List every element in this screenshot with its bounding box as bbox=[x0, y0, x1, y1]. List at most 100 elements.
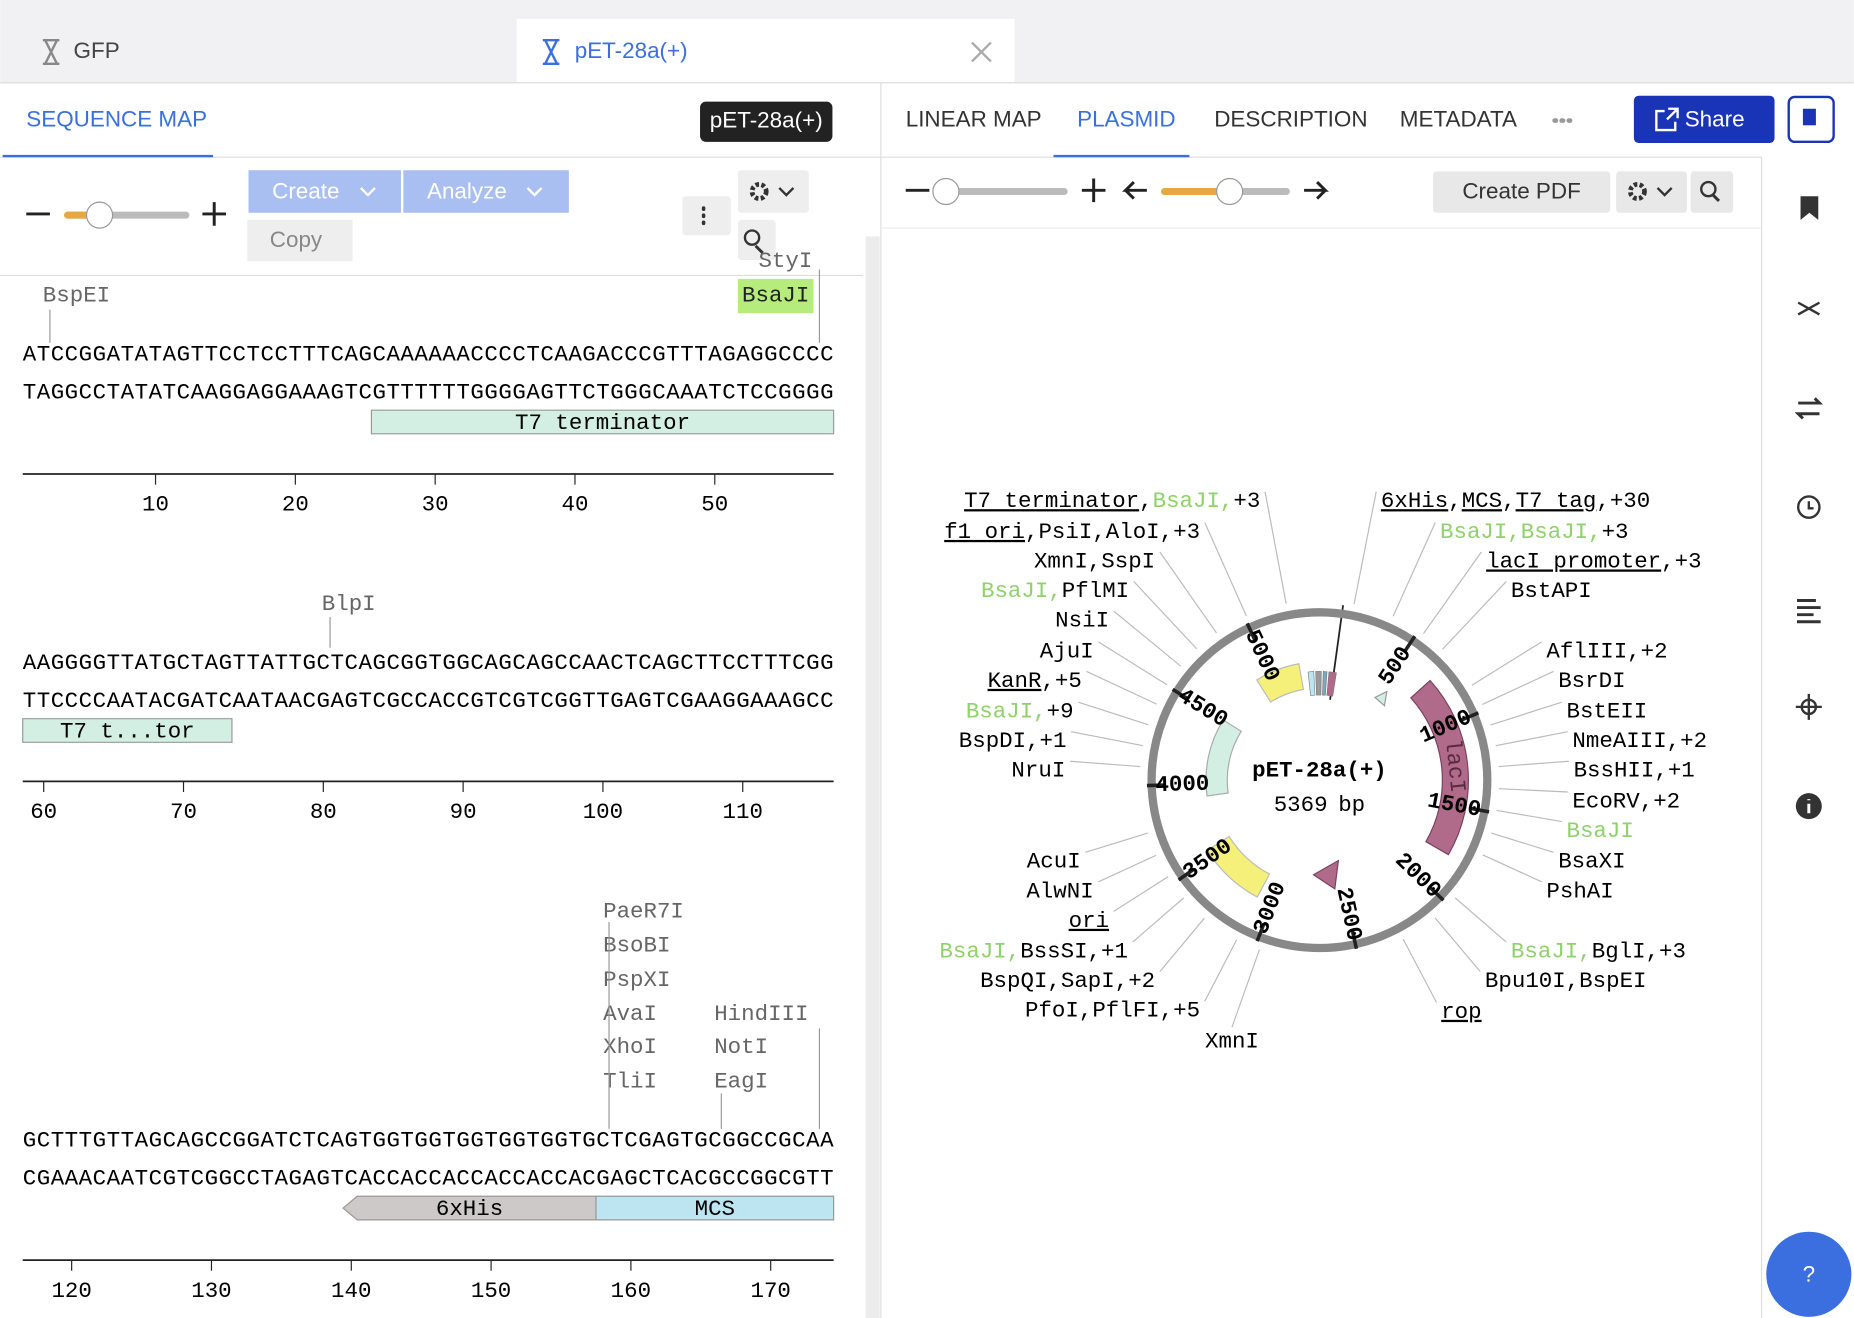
label-segment[interactable]: EcoRV,+2 bbox=[1572, 788, 1680, 814]
label-segment[interactable]: f1 ori bbox=[944, 519, 1025, 545]
feature[interactable] bbox=[1255, 663, 1305, 703]
label-segment[interactable]: AlwNI bbox=[1026, 878, 1093, 904]
map-label[interactable]: BsaJI,+9 bbox=[966, 699, 1074, 725]
label-segment[interactable]: , bbox=[1139, 488, 1152, 514]
help-label[interactable]: ? bbox=[1803, 1261, 1815, 1286]
enzyme-label[interactable]: EagI bbox=[714, 1069, 768, 1095]
map-label[interactable]: PfoI,PflFI,+5 bbox=[1025, 998, 1200, 1024]
label-segment[interactable]: BsaJI, bbox=[939, 938, 1020, 964]
pdf-button[interactable] bbox=[1432, 171, 1611, 213]
pdf-label[interactable]: Create PDF bbox=[1462, 179, 1580, 204]
enzyme-label[interactable]: BsoBI bbox=[603, 933, 670, 959]
map-label[interactable]: T7 terminator,BsaJI,+3 bbox=[964, 488, 1260, 514]
panel-tab[interactable]: METADATA bbox=[1400, 107, 1517, 132]
map-label[interactable]: f1 ori,PsiI,AloI,+3 bbox=[944, 519, 1200, 545]
panel-tab[interactable]: DESCRIPTION bbox=[1214, 107, 1367, 132]
map-label[interactable]: rop bbox=[1441, 999, 1481, 1025]
label-segment[interactable]: ,PsiI,AloI,+3 bbox=[1025, 519, 1200, 545]
label-segment[interactable]: rop bbox=[1441, 999, 1481, 1025]
map-label[interactable]: AflIII,+2 bbox=[1546, 638, 1667, 664]
map-label[interactable]: BsaJI bbox=[1566, 818, 1633, 844]
help-button[interactable] bbox=[1766, 1231, 1852, 1317]
map-label[interactable]: BspDI,+1 bbox=[959, 728, 1067, 754]
label-segment[interactable]: lacI promoter bbox=[1486, 548, 1661, 574]
label-segment[interactable]: NruI bbox=[1011, 758, 1065, 784]
feature[interactable] bbox=[1373, 690, 1388, 707]
feature[interactable] bbox=[1206, 835, 1271, 898]
label-segment[interactable]: ,+30 bbox=[1596, 488, 1650, 514]
label-segment[interactable]: BstEII bbox=[1566, 699, 1647, 725]
feature[interactable] bbox=[1326, 671, 1337, 697]
map-label[interactable]: BsaJI,BssSI,+1 bbox=[939, 938, 1128, 964]
label-segment[interactable]: BsrDI bbox=[1558, 668, 1625, 694]
scrollbar[interactable] bbox=[865, 236, 880, 1318]
settings-button[interactable] bbox=[737, 170, 809, 213]
enzyme-label[interactable]: BlpI bbox=[322, 591, 376, 617]
feature[interactable] bbox=[370, 409, 835, 435]
label-segment[interactable]: XmnI bbox=[1205, 1028, 1259, 1054]
label-segment[interactable]: AjuI bbox=[1040, 638, 1094, 664]
label-segment[interactable]: ,+5 bbox=[1041, 668, 1081, 694]
feature[interactable] bbox=[1312, 859, 1340, 890]
enzyme-label[interactable]: TliI bbox=[603, 1069, 657, 1095]
label-segment[interactable]: , bbox=[1448, 488, 1461, 514]
label-segment[interactable]: +3 bbox=[1602, 519, 1629, 545]
label-segment[interactable]: BsaXI bbox=[1558, 849, 1625, 875]
enzyme-label[interactable]: HindIII bbox=[714, 1001, 808, 1027]
map-label[interactable]: AlwNI bbox=[1026, 878, 1093, 904]
button-label[interactable]: Copy bbox=[270, 227, 323, 252]
label-segment[interactable]: KanR bbox=[988, 668, 1042, 694]
label-segment[interactable]: +9 bbox=[1047, 699, 1074, 725]
enzyme-label[interactable]: BspEI bbox=[43, 282, 110, 308]
map-label[interactable]: BssHII,+1 bbox=[1574, 758, 1695, 784]
label-segment[interactable]: +3 bbox=[1233, 488, 1260, 514]
label-segment[interactable]: ,+3 bbox=[1661, 548, 1701, 574]
label-segment[interactable]: BsaJI, bbox=[966, 699, 1047, 725]
map-label[interactable]: XmnI bbox=[1205, 1028, 1259, 1054]
enzyme-label[interactable]: PaeR7I bbox=[603, 898, 684, 924]
map-label[interactable]: NsiI bbox=[1055, 608, 1109, 634]
label-segment[interactable]: BsaJI bbox=[1566, 818, 1633, 844]
enzyme-label[interactable]: AvaI bbox=[603, 1001, 657, 1027]
map-label[interactable]: AcuI bbox=[1027, 849, 1081, 875]
map-label[interactable]: KanR,+5 bbox=[988, 668, 1082, 694]
panel-tab[interactable]: LINEAR MAP bbox=[906, 107, 1042, 132]
label-segment[interactable]: BsaJI,BsaJI, bbox=[1440, 519, 1602, 545]
tab-label[interactable]: pET-28a(+) bbox=[575, 38, 688, 63]
label-segment[interactable]: BssSI,+1 bbox=[1020, 938, 1128, 964]
button-label[interactable]: Analyze bbox=[427, 179, 507, 204]
map-label[interactable]: NruI bbox=[1011, 758, 1065, 784]
label-segment[interactable]: NsiI bbox=[1055, 608, 1109, 634]
label-segment[interactable]: AcuI bbox=[1027, 849, 1081, 875]
label-segment[interactable]: BglI,+3 bbox=[1592, 938, 1686, 964]
feature[interactable] bbox=[1322, 671, 1328, 696]
map-label[interactable]: NmeAIII,+2 bbox=[1572, 728, 1707, 754]
label-segment[interactable]: BsaJI, bbox=[981, 578, 1062, 604]
more-button[interactable] bbox=[682, 196, 731, 236]
search-button[interactable] bbox=[737, 219, 776, 261]
map-label[interactable]: lacI promoter,+3 bbox=[1486, 548, 1701, 574]
map-label[interactable]: PshAI bbox=[1546, 878, 1613, 904]
map-label[interactable]: BsrDI bbox=[1558, 668, 1625, 694]
feature[interactable] bbox=[1205, 719, 1243, 797]
feature[interactable] bbox=[1409, 679, 1469, 856]
search-button[interactable] bbox=[1690, 171, 1734, 213]
label-segment[interactable]: AflIII,+2 bbox=[1546, 638, 1667, 664]
feature[interactable] bbox=[1307, 671, 1316, 696]
label-segment[interactable]: ori bbox=[1069, 908, 1109, 934]
close-tab[interactable] bbox=[971, 41, 992, 63]
sidebar-icons[interactable] bbox=[1794, 196, 1824, 820]
feature[interactable] bbox=[595, 1195, 835, 1221]
label-segment[interactable]: BstAPI bbox=[1511, 578, 1592, 604]
map-label[interactable]: BsaJI,BsaJI,+3 bbox=[1440, 519, 1629, 545]
enzyme-label[interactable]: BsaJI bbox=[742, 282, 809, 308]
map-label[interactable]: Bpu10I,BspEI bbox=[1485, 968, 1647, 994]
settings-button[interactable] bbox=[1616, 171, 1688, 213]
enzyme-label[interactable]: PspXI bbox=[603, 967, 670, 993]
map-label[interactable]: AjuI bbox=[1040, 638, 1094, 664]
label-segment[interactable]: BspDI,+1 bbox=[959, 728, 1067, 754]
button[interactable] bbox=[248, 170, 401, 213]
map-label[interactable]: BstAPI bbox=[1511, 578, 1592, 604]
label-segment[interactable]: , bbox=[1502, 488, 1515, 514]
map-label[interactable]: BsaJI,BglI,+3 bbox=[1511, 938, 1686, 964]
